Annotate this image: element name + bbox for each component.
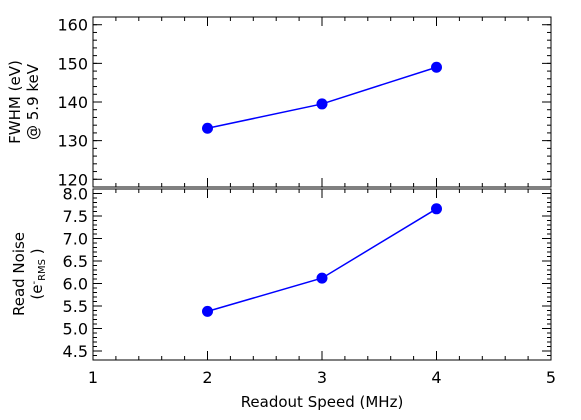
read-noise-y-ticks: 4.5 5.0 5.5 6.0 6.5 7.0 7.5 8.0 bbox=[63, 185, 551, 361]
x-tick-label: 5 bbox=[546, 368, 556, 387]
x-axis-label: Readout Speed (MHz) bbox=[241, 393, 404, 411]
read-noise-y-label-e-sub: RMS bbox=[37, 259, 48, 281]
x-tick-label: 2 bbox=[202, 368, 212, 387]
read-noise-y-tick-label: 6.5 bbox=[63, 252, 88, 271]
read-noise-y-tick-label: 4.5 bbox=[63, 342, 88, 361]
fwhm-y-tick-label: 160 bbox=[57, 16, 88, 35]
fwhm-series-line bbox=[207, 66, 437, 130]
read-noise-series-line bbox=[207, 208, 437, 313]
fwhm-y-tick-label: 150 bbox=[57, 54, 88, 73]
read-noise-y-tick-label: 7.0 bbox=[63, 230, 88, 249]
fwhm-y-tick-label: 120 bbox=[57, 170, 88, 189]
read-noise-series-points bbox=[202, 203, 442, 317]
read-noise-x-ticks: 1 2 3 4 5 bbox=[88, 189, 556, 387]
fwhm-y-tick-label: 130 bbox=[57, 132, 88, 151]
fwhm-y-tick-label: 140 bbox=[57, 93, 88, 112]
x-tick-label: 3 bbox=[317, 368, 327, 387]
read-noise-y-tick-label: 6.0 bbox=[63, 275, 88, 294]
read-noise-y-tick-label: 8.0 bbox=[63, 185, 88, 204]
fwhm-y-label-line1: FWHM (eV) bbox=[6, 60, 24, 144]
fwhm-data-point bbox=[316, 98, 328, 110]
read-noise-y-tick-label: 5.5 bbox=[63, 297, 88, 316]
read-noise-y-tick-label: 5.0 bbox=[63, 320, 88, 339]
read-noise-data-point bbox=[316, 272, 328, 284]
fwhm-y-axis-label: FWHM (eV) @ 5.9 keV bbox=[6, 60, 42, 144]
fwhm-data-point bbox=[431, 61, 442, 73]
fwhm-series-points bbox=[202, 61, 442, 134]
fwhm-y-ticks: 120 130 140 150 160 bbox=[57, 16, 551, 189]
read-noise-y-label-line2: (e-RMS ) bbox=[28, 248, 48, 299]
read-noise-data-point bbox=[431, 203, 442, 215]
read-noise-y-label-e: e bbox=[28, 285, 46, 294]
fwhm-y-label-line2: @ 5.9 keV bbox=[24, 63, 42, 140]
read-noise-y-label-line1: Read Noise bbox=[10, 232, 28, 316]
read-noise-y-tick-label: 7.5 bbox=[63, 207, 88, 226]
fwhm-data-point bbox=[202, 122, 213, 134]
fwhm-x-ticks bbox=[92, 17, 552, 187]
read-noise-panel: 4.5 5.0 5.5 6.0 6.5 7.0 7.5 8.0 1 2 3 4 5 Read Nois… bbox=[10, 185, 556, 412]
read-noise-data-point bbox=[202, 305, 213, 317]
x-tick-label: 4 bbox=[431, 368, 441, 387]
read-noise-y-label-e-sup: - bbox=[29, 281, 40, 285]
fwhm-panel: 120 130 140 150 160 FWHM (eV) @ 5.9 keV bbox=[6, 16, 552, 189]
x-tick-label: 1 bbox=[88, 368, 98, 387]
read-noise-y-axis-label: Read Noise (e-RMS ) bbox=[10, 232, 48, 316]
